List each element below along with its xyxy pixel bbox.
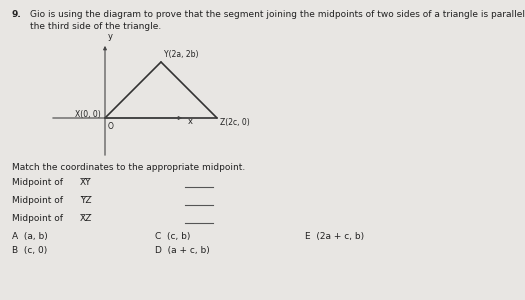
Text: Midpoint of: Midpoint of xyxy=(12,196,66,205)
Text: O: O xyxy=(108,122,114,131)
Text: Midpoint of: Midpoint of xyxy=(12,214,66,223)
Text: D  (a + c, b): D (a + c, b) xyxy=(155,246,210,255)
Text: Gio is using the diagram to prove that the segment joining the midpoints of two : Gio is using the diagram to prove that t… xyxy=(30,10,525,19)
Text: 9.: 9. xyxy=(12,10,22,19)
Text: y: y xyxy=(108,32,113,41)
Text: B  (c, 0): B (c, 0) xyxy=(12,246,47,255)
Text: E  (2a + c, b): E (2a + c, b) xyxy=(305,232,364,241)
Text: X(0, 0): X(0, 0) xyxy=(75,110,101,119)
Text: C  (c, b): C (c, b) xyxy=(155,232,191,241)
Text: A  (a, b): A (a, b) xyxy=(12,232,48,241)
Text: Z(2c, 0): Z(2c, 0) xyxy=(220,118,250,127)
Text: X̅Z̅: X̅Z̅ xyxy=(80,214,92,223)
Text: Y(2a, 2b): Y(2a, 2b) xyxy=(164,50,198,58)
Text: Y̅Z̅: Y̅Z̅ xyxy=(80,196,91,205)
Text: Match the coordinates to the appropriate midpoint.: Match the coordinates to the appropriate… xyxy=(12,163,245,172)
Text: Midpoint of: Midpoint of xyxy=(12,178,66,187)
Text: the third side of the triangle.: the third side of the triangle. xyxy=(30,22,161,31)
Text: X̅Y̅: X̅Y̅ xyxy=(80,178,91,187)
Text: x: x xyxy=(188,118,193,127)
